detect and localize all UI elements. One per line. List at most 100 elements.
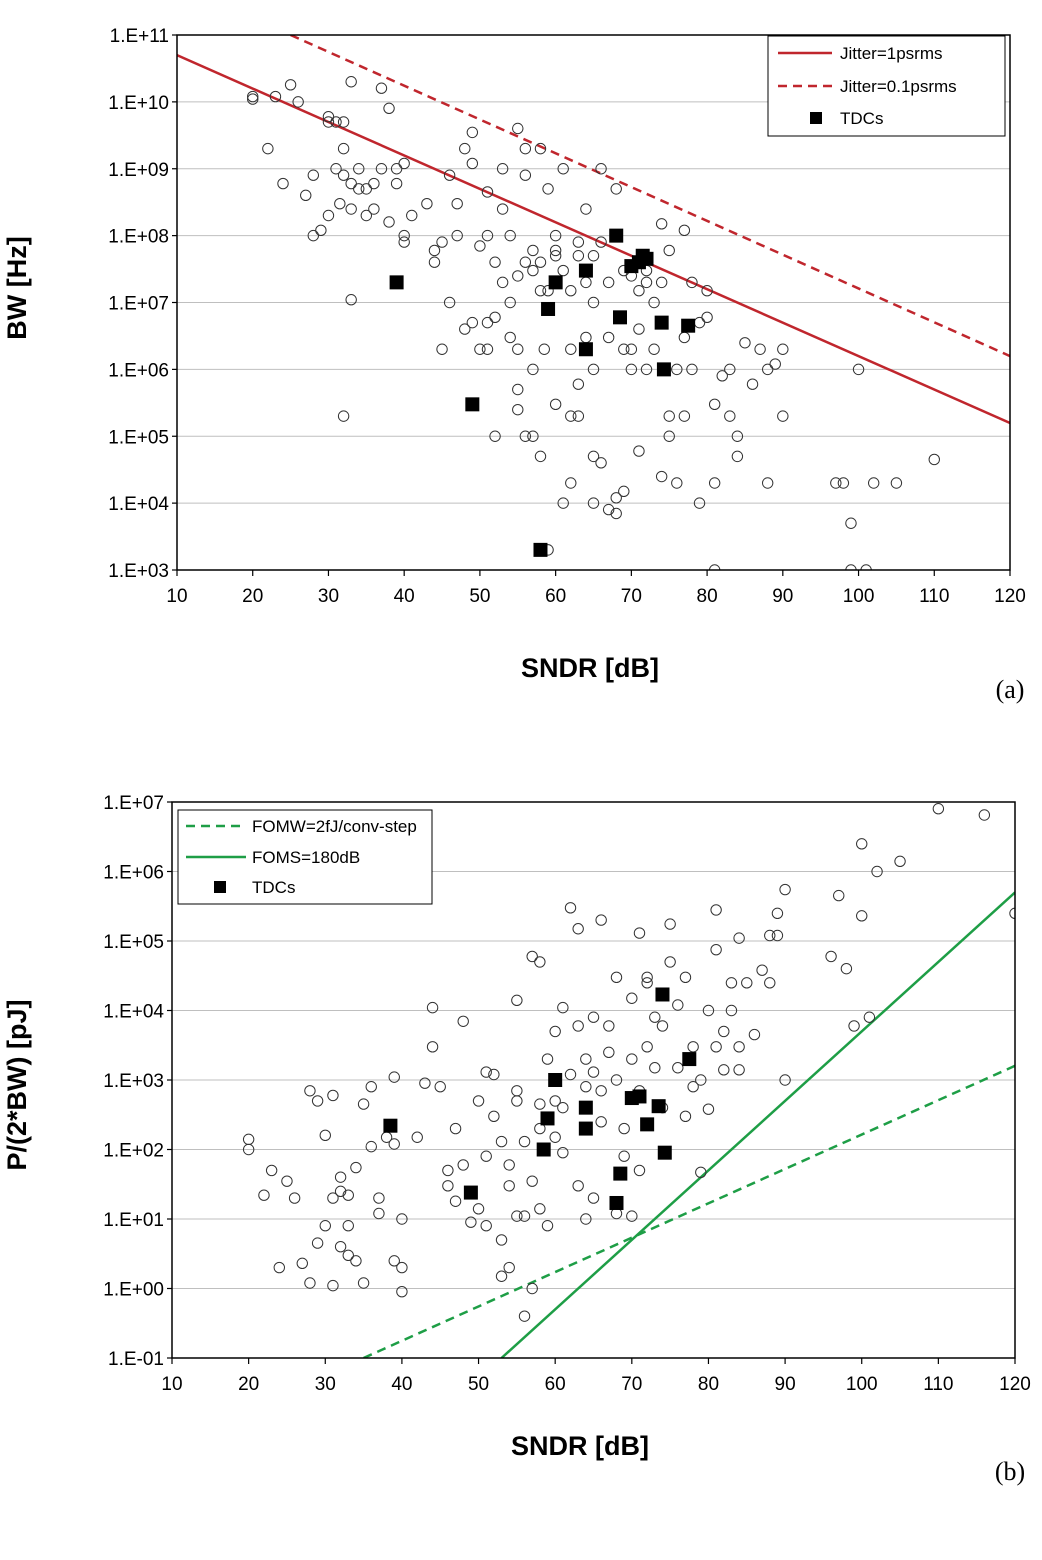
adc-point (587, 250, 600, 262)
adc-point (365, 1081, 377, 1093)
adc-point (388, 1071, 400, 1083)
tdc-point (639, 251, 654, 266)
adc-point (292, 96, 304, 108)
adc-point (672, 999, 684, 1011)
adc-point (761, 363, 774, 376)
adc-point (284, 79, 297, 91)
adc-point (307, 169, 320, 181)
adc-point (315, 224, 327, 237)
adc-point (534, 1098, 546, 1110)
adc-point (572, 923, 584, 935)
adc-point (833, 889, 845, 902)
adc-point (449, 1195, 462, 1207)
adc-point (360, 209, 373, 222)
adc-point (718, 1064, 730, 1076)
adc-point (777, 410, 789, 422)
adc-point (856, 910, 868, 922)
adc-point (557, 1101, 569, 1114)
adc-point (334, 198, 346, 210)
adc-point (724, 410, 736, 422)
adc-point (512, 122, 524, 135)
y-tick-label: 1.E+04 (103, 1002, 164, 1023)
adc-point (396, 1213, 408, 1225)
adc-point (580, 203, 592, 215)
tdc-point (465, 397, 480, 412)
tdc-point (609, 1195, 624, 1210)
y-tick-label: 1.E+10 (108, 93, 169, 114)
adc-point (557, 497, 569, 509)
adc-point (693, 497, 706, 509)
tdc-point (654, 315, 669, 330)
legend-label-jitter-1ps: Jitter=1psrms (840, 44, 943, 63)
adc-point (626, 992, 638, 1004)
adc-point (526, 1282, 538, 1295)
adc-point (565, 285, 577, 297)
adc-point (511, 994, 523, 1007)
adc-point (421, 198, 433, 210)
adc-point (489, 430, 501, 442)
adc-point (739, 337, 751, 349)
adc-point (603, 1046, 615, 1059)
adc-point (640, 276, 653, 289)
tdc-point (613, 1166, 628, 1181)
y-tick-label: 1.E+04 (108, 494, 169, 515)
adc-point (465, 1216, 477, 1228)
adc-point (764, 977, 776, 989)
adc-point (557, 1001, 569, 1014)
tdc-point (632, 1089, 647, 1104)
adc-point (678, 331, 691, 344)
adc-point (304, 1277, 316, 1289)
adc-point (396, 1261, 408, 1274)
adc-point (565, 477, 577, 489)
x-tick-label: 120 (999, 1374, 1031, 1395)
adc-point (610, 183, 622, 195)
adc-point (457, 1015, 469, 1027)
adc-point (434, 1081, 446, 1093)
adc-point (672, 1062, 684, 1074)
adc-point (679, 971, 692, 984)
adc-point (633, 445, 645, 457)
adc-point (708, 398, 721, 411)
adc-point (503, 1180, 515, 1192)
adc-point (618, 485, 630, 498)
adc-point (687, 1041, 699, 1053)
adc-point (398, 229, 410, 242)
adc-point (300, 189, 312, 202)
adc-point (345, 76, 357, 88)
adc-point (746, 378, 759, 390)
adc-point (262, 142, 274, 155)
y-tick-label: 1.E+11 (110, 26, 169, 47)
adc-point (496, 163, 509, 175)
adc-point (426, 1041, 439, 1053)
chart-a-x-axis-title: SNDR [dB] (521, 653, 659, 683)
adc-point (390, 177, 403, 190)
adc-point (526, 950, 538, 963)
adc-point (580, 331, 592, 344)
adc-point (443, 296, 456, 309)
adc-point (856, 838, 868, 850)
adc-point (733, 932, 745, 944)
adc-point (602, 276, 615, 289)
x-tick-label: 20 (238, 1374, 259, 1395)
adc-point (511, 1085, 523, 1097)
adc-point (373, 1192, 385, 1204)
adc-point (769, 358, 781, 370)
adc-point (618, 1122, 630, 1135)
adc-point (641, 977, 653, 989)
adc-point (565, 343, 577, 355)
adc-point (327, 1192, 339, 1204)
x-tick-label: 110 (919, 586, 949, 607)
adc-point (307, 229, 320, 242)
adc-point (572, 250, 585, 262)
adc-point (519, 142, 532, 155)
legend-swatch-tdcs-b (214, 881, 226, 893)
adc-point (610, 971, 623, 984)
adc-point (327, 1089, 339, 1102)
adc-point (277, 177, 289, 190)
adc-point (495, 1234, 508, 1246)
adc-point (504, 296, 516, 309)
tdc-point (578, 1100, 593, 1115)
adc-point (580, 276, 592, 289)
adc-point (718, 1025, 730, 1038)
